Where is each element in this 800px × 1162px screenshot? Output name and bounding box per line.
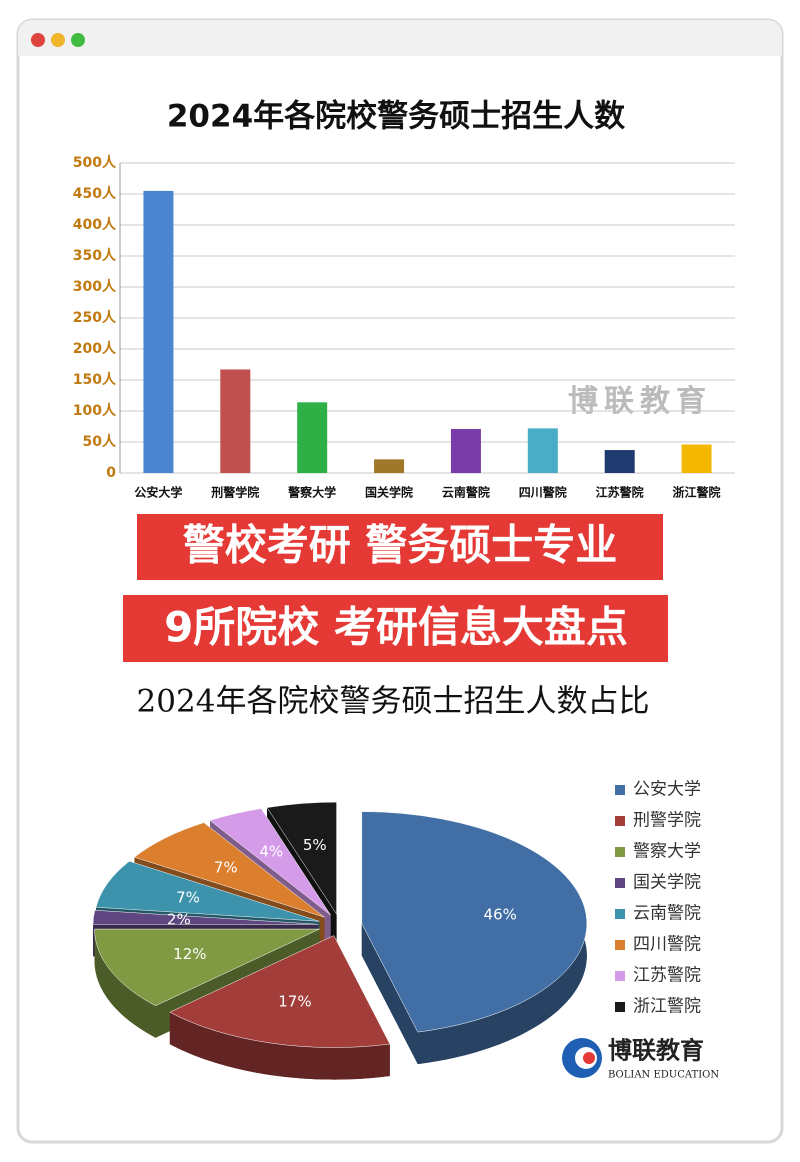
logo-name: 博联教育 <box>608 1036 704 1065</box>
y-tick-label: 200人 <box>73 340 117 357</box>
slice <box>266 801 337 915</box>
y-tick-label: 500人 <box>73 154 117 171</box>
logo-icon <box>583 1052 595 1064</box>
x-tick-label: 警察大学 <box>287 485 336 500</box>
logo-subtitle: BOLIAN EDUCATION <box>608 1070 719 1081</box>
x-tick-label: 刑警学院 <box>211 485 259 500</box>
data-label: 17% <box>278 993 311 1011</box>
x-tick-label: 公安大学 <box>134 485 182 500</box>
y-tick-label: 400人 <box>73 216 117 233</box>
bar <box>681 444 712 473</box>
slice-side <box>361 923 418 1065</box>
legend-swatch <box>615 847 625 857</box>
x-tick-label: 云南警院 <box>442 485 490 500</box>
legend-label: 公安大学 <box>633 780 701 800</box>
watermark: 博联教育 <box>568 384 712 419</box>
legend-label: 国关学院 <box>633 873 701 893</box>
bar <box>450 428 481 473</box>
banner-text: 警校考研 警务硕士专业 <box>183 521 618 570</box>
bar <box>220 369 251 473</box>
x-tick-label: 江苏警院 <box>596 485 644 500</box>
pie-title: 2024年各院校警务硕士招生人数占比 <box>137 684 650 720</box>
maximize-dot[interactable] <box>71 33 85 47</box>
legend-label: 警察大学 <box>633 842 701 862</box>
legend-label: 刑警学院 <box>633 811 701 831</box>
y-tick-label: 150人 <box>73 371 117 388</box>
bar <box>604 450 635 473</box>
data-label: 5% <box>303 836 327 854</box>
slice <box>209 808 331 916</box>
legend-swatch <box>615 909 625 919</box>
slice <box>94 928 320 1006</box>
slice-side <box>94 929 156 1038</box>
y-tick-label: 350人 <box>73 247 117 264</box>
bar <box>143 190 174 473</box>
y-tick-label: 250人 <box>73 309 117 326</box>
minimize-dot[interactable] <box>51 33 65 47</box>
bar <box>374 459 405 473</box>
slice <box>361 811 588 1033</box>
y-tick-label: 300人 <box>73 278 117 295</box>
x-tick-label: 浙江警院 <box>673 485 721 500</box>
y-tick-label: 0 <box>106 465 116 481</box>
data-label: 12% <box>173 945 206 963</box>
slice <box>133 822 325 918</box>
legend-swatch <box>615 878 625 888</box>
data-label: 2% <box>167 910 191 928</box>
data-label: 46% <box>484 905 517 923</box>
title-bar <box>18 20 782 56</box>
close-dot[interactable] <box>31 33 45 47</box>
slice <box>95 860 320 922</box>
legend-label: 云南警院 <box>633 904 701 924</box>
data-label: 4% <box>259 843 283 861</box>
x-tick-label: 国关学院 <box>365 485 413 500</box>
banner-text: 9所院校 考研信息大盘点 <box>164 603 628 652</box>
bar-title: 2024年各院校警务硕士招生人数 <box>167 99 625 135</box>
y-tick-label: 100人 <box>73 402 117 419</box>
legend-swatch <box>615 785 625 795</box>
slice <box>169 935 391 1048</box>
legend-label: 浙江警院 <box>633 997 701 1017</box>
bar <box>297 402 328 473</box>
data-label: 7% <box>214 859 238 877</box>
data-label: 7% <box>176 888 200 906</box>
legend-swatch <box>615 1002 625 1012</box>
bar <box>527 428 558 473</box>
slice-side <box>169 1012 390 1080</box>
y-tick-label: 450人 <box>73 185 117 202</box>
banner <box>137 514 663 580</box>
banner <box>123 595 668 662</box>
legend-swatch <box>615 816 625 826</box>
legend-label: 四川警院 <box>633 935 701 955</box>
legend-swatch <box>615 940 625 950</box>
x-tick-label: 四川警院 <box>519 485 567 500</box>
y-tick-label: 50人 <box>83 433 117 450</box>
legend-swatch <box>615 971 625 981</box>
slice <box>92 910 319 925</box>
legend-label: 江苏警院 <box>633 966 701 986</box>
